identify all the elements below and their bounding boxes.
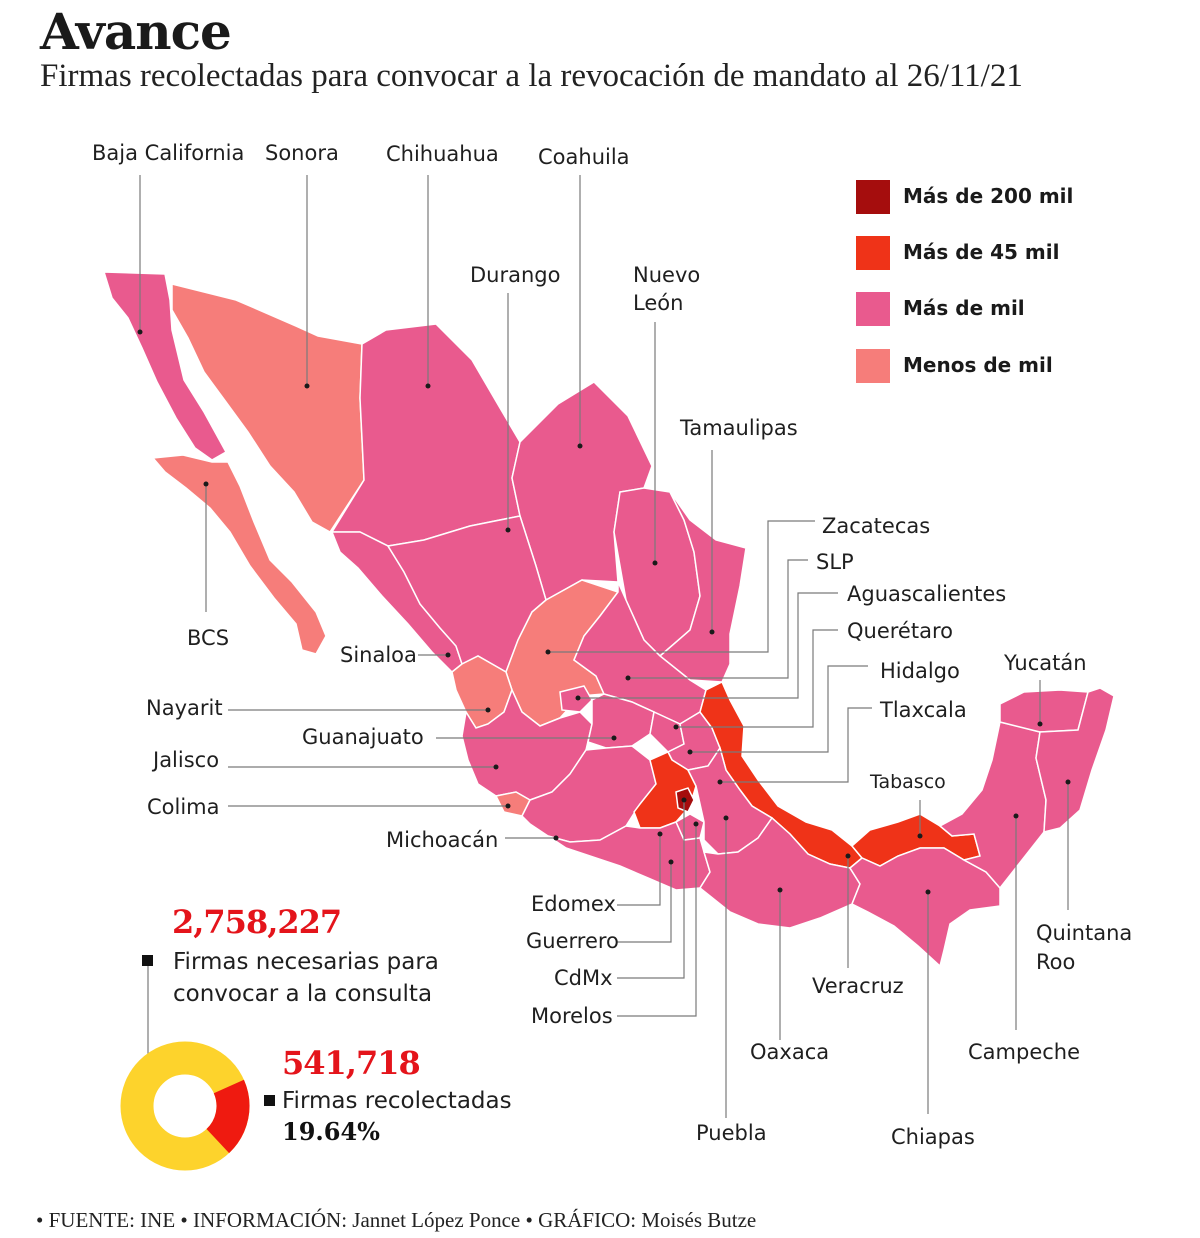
- label-bcs: BCS: [187, 626, 230, 650]
- label-michoacan: Michoacán: [386, 828, 499, 852]
- label-durango: Durango: [470, 263, 561, 287]
- label-tamaulipas: Tamaulipas: [680, 416, 798, 440]
- label-campeche: Campeche: [968, 1040, 1081, 1064]
- legend-label: Más de mil: [903, 296, 1025, 320]
- label-morelos: Morelos: [531, 1004, 613, 1028]
- donut-collected-arc: [120, 1041, 250, 1171]
- collected-signatures-value: 541,718: [282, 1044, 421, 1082]
- label-baja-california: Baja California: [92, 141, 245, 165]
- footer-credits: • FUENTE: INE • INFORMACIÓN: Jannet Lópe…: [36, 1208, 757, 1232]
- label-zacatecas: Zacatecas: [822, 514, 931, 538]
- state-tamaulipas: [651, 465, 747, 683]
- label-tlaxcala: Tlaxcala: [880, 698, 967, 722]
- legend-label: Menos de mil: [903, 353, 1053, 377]
- label-slp: SLP: [816, 550, 854, 574]
- label-cdmx: CdMx: [554, 966, 613, 990]
- label-colima: Colima: [147, 795, 220, 819]
- state-baja-california: [102, 271, 228, 461]
- legend-label: Más de 45 mil: [903, 240, 1060, 264]
- page-subtitle: Firmas recolectadas para convocar a la r…: [40, 58, 1023, 94]
- leader-dots: [137, 329, 1071, 895]
- required-signatures-line2: convocar a la consulta: [173, 981, 433, 1007]
- label-nuevo-leon-line1: Nuevo: [633, 263, 701, 287]
- legend-label: Más de 200 mil: [903, 184, 1074, 208]
- label-nayarit: Nayarit: [146, 696, 223, 720]
- label-quintana-roo-line1: Quintana: [1036, 921, 1133, 945]
- label-guerrero: Guerrero: [526, 929, 619, 953]
- legend-swatch: [856, 180, 890, 214]
- label-veracruz: Veracruz: [812, 974, 904, 998]
- label-hidalgo: Hidalgo: [880, 659, 960, 683]
- label-queretaro: Querétaro: [847, 619, 953, 643]
- state-chiapas: [849, 847, 1001, 968]
- bullet-square: [142, 955, 153, 966]
- label-coahuila: Coahuila: [538, 145, 630, 169]
- state-bcs: [151, 454, 327, 655]
- state-sonora: [171, 283, 365, 533]
- page-title: Avance: [40, 2, 232, 61]
- label-jalisco: Jalisco: [153, 748, 220, 772]
- label-oaxaca: Oaxaca: [750, 1040, 830, 1064]
- label-edomex: Edomex: [531, 892, 616, 916]
- state-quintana-roo: [1035, 687, 1115, 833]
- leader-lines: [139, 175, 1069, 1118]
- bullet-square: [264, 1095, 275, 1106]
- legend-swatch: [856, 349, 890, 383]
- label-aguascalientes: Aguascalientes: [847, 582, 1007, 606]
- label-sonora: Sonora: [265, 141, 339, 165]
- label-nuevo-leon-line2: León: [633, 291, 684, 315]
- collected-percentage: 19.64%: [282, 1117, 380, 1146]
- label-guanajuato: Guanajuato: [302, 725, 424, 749]
- label-chiapas: Chiapas: [891, 1125, 975, 1149]
- collected-signatures-label: Firmas recolectadas: [282, 1088, 512, 1114]
- label-chihuahua: Chihuahua: [386, 142, 499, 166]
- progress-donut: [120, 1041, 250, 1171]
- state-guerrero: [547, 821, 711, 891]
- label-tabasco: Tabasco: [870, 771, 946, 793]
- label-yucatan: Yucatán: [1004, 651, 1087, 675]
- label-quintana-roo-line2: Roo: [1036, 950, 1076, 974]
- legend-swatch: [856, 292, 890, 326]
- label-sinaloa: Sinaloa: [340, 643, 417, 667]
- required-signatures-line1: Firmas necesarias para: [173, 949, 439, 975]
- required-signatures-value: 2,758,227: [172, 903, 342, 941]
- label-puebla: Puebla: [696, 1121, 767, 1145]
- legend-swatch: [856, 236, 890, 270]
- state-yucatan: [999, 689, 1089, 733]
